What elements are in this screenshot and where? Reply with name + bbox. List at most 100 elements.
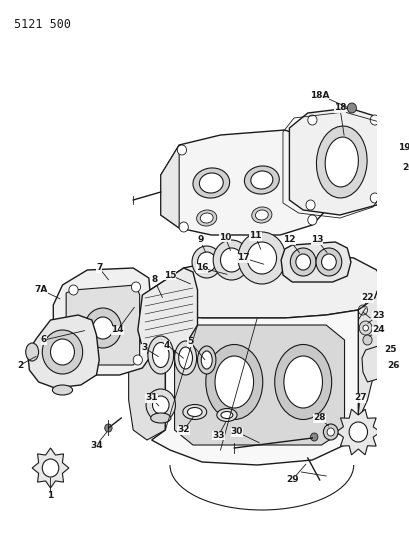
Polygon shape [160, 145, 179, 228]
Ellipse shape [255, 210, 267, 220]
Text: 20: 20 [402, 164, 409, 173]
Text: 31: 31 [145, 393, 157, 402]
Circle shape [321, 254, 335, 270]
Ellipse shape [205, 344, 262, 419]
Text: 32: 32 [177, 425, 189, 434]
Circle shape [213, 240, 249, 280]
Polygon shape [151, 310, 357, 465]
Text: 18A: 18A [309, 91, 329, 100]
Circle shape [104, 424, 112, 432]
Ellipse shape [244, 166, 279, 194]
Ellipse shape [200, 213, 213, 223]
Polygon shape [53, 268, 151, 375]
Polygon shape [137, 268, 197, 355]
Text: 30: 30 [230, 427, 243, 437]
Ellipse shape [316, 126, 366, 198]
Polygon shape [335, 409, 380, 455]
Ellipse shape [283, 356, 322, 408]
Circle shape [295, 254, 310, 270]
Text: 11: 11 [249, 231, 261, 240]
Ellipse shape [152, 343, 169, 367]
Text: 28: 28 [313, 414, 325, 423]
Circle shape [392, 154, 400, 162]
Text: 27: 27 [353, 393, 366, 402]
Circle shape [58, 363, 71, 377]
Circle shape [315, 248, 341, 276]
Circle shape [191, 246, 221, 278]
Circle shape [307, 215, 316, 225]
Text: 15: 15 [163, 271, 176, 279]
Circle shape [133, 355, 142, 365]
Ellipse shape [214, 356, 253, 408]
Circle shape [42, 330, 83, 374]
Circle shape [237, 232, 285, 284]
Circle shape [369, 115, 378, 125]
Ellipse shape [324, 137, 357, 187]
Text: 34: 34 [90, 440, 103, 449]
Circle shape [50, 339, 74, 365]
Circle shape [177, 145, 186, 155]
Ellipse shape [216, 408, 236, 422]
Text: 33: 33 [212, 431, 225, 440]
Circle shape [131, 282, 140, 292]
Circle shape [323, 424, 337, 440]
Text: 10: 10 [218, 232, 231, 241]
Ellipse shape [274, 344, 331, 419]
Circle shape [305, 200, 315, 210]
Polygon shape [357, 280, 396, 420]
Polygon shape [27, 315, 99, 388]
Circle shape [69, 285, 78, 295]
Circle shape [358, 321, 371, 335]
Circle shape [84, 308, 121, 348]
Text: 14: 14 [111, 326, 124, 335]
Polygon shape [32, 448, 69, 488]
Ellipse shape [148, 336, 173, 374]
Text: 7A: 7A [35, 286, 48, 295]
Ellipse shape [193, 168, 229, 198]
Text: 13: 13 [310, 236, 322, 245]
Ellipse shape [178, 347, 192, 369]
Circle shape [247, 242, 276, 274]
Circle shape [326, 428, 334, 436]
Polygon shape [66, 285, 139, 365]
Polygon shape [289, 108, 385, 215]
Polygon shape [361, 345, 385, 382]
Text: 9: 9 [197, 236, 203, 245]
Text: 18: 18 [333, 103, 345, 112]
Text: 3: 3 [141, 343, 147, 352]
Circle shape [362, 325, 368, 331]
Text: 25: 25 [383, 345, 396, 354]
Text: 22: 22 [360, 294, 373, 303]
Text: 23: 23 [371, 311, 384, 319]
Polygon shape [281, 242, 350, 282]
Circle shape [307, 115, 316, 125]
Text: 24: 24 [371, 326, 384, 335]
Ellipse shape [197, 346, 216, 374]
Circle shape [42, 459, 58, 477]
Ellipse shape [52, 385, 72, 395]
Text: 12: 12 [283, 236, 295, 245]
Text: 1: 1 [47, 490, 54, 499]
Polygon shape [142, 252, 380, 318]
Circle shape [302, 138, 312, 148]
Text: 26: 26 [386, 360, 398, 369]
Ellipse shape [187, 408, 202, 416]
Circle shape [69, 357, 78, 367]
Circle shape [179, 222, 188, 232]
Ellipse shape [250, 171, 272, 189]
Text: 8: 8 [151, 276, 157, 285]
Circle shape [146, 389, 175, 421]
Text: 5: 5 [187, 337, 193, 346]
Circle shape [220, 248, 242, 272]
Ellipse shape [151, 413, 171, 423]
Text: 16: 16 [196, 263, 208, 272]
Ellipse shape [182, 405, 206, 419]
Circle shape [152, 396, 169, 414]
Text: 2: 2 [17, 360, 23, 369]
Circle shape [197, 252, 216, 272]
Polygon shape [174, 325, 344, 445]
Text: 19: 19 [397, 143, 409, 152]
Ellipse shape [251, 207, 271, 223]
Ellipse shape [220, 411, 232, 418]
Ellipse shape [199, 173, 222, 193]
